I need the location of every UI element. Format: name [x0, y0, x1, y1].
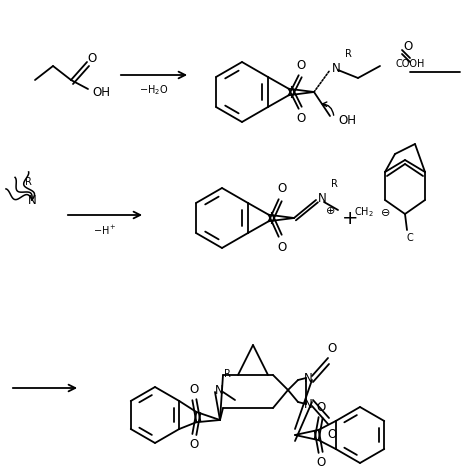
Text: N: N — [332, 62, 340, 74]
Text: O: O — [296, 112, 305, 125]
Text: COOH: COOH — [396, 59, 425, 69]
Text: O: O — [296, 59, 305, 72]
FancyArrowPatch shape — [322, 102, 334, 115]
Text: O: O — [277, 182, 286, 195]
Text: N: N — [215, 383, 223, 396]
Text: OH: OH — [92, 85, 110, 99]
Text: O: O — [87, 52, 97, 64]
Text: O: O — [190, 438, 199, 451]
Text: $-$H$^+$: $-$H$^+$ — [93, 223, 117, 237]
Text: O: O — [277, 241, 286, 254]
Text: N: N — [304, 372, 312, 384]
Text: O: O — [328, 428, 337, 440]
Text: R: R — [345, 49, 351, 59]
Text: O: O — [190, 383, 199, 396]
Text: N: N — [318, 191, 327, 204]
Text: CH$_2$: CH$_2$ — [354, 205, 374, 219]
Text: N: N — [304, 398, 312, 410]
Text: $\oplus$: $\oplus$ — [325, 204, 335, 216]
Text: O: O — [328, 341, 337, 355]
Text: OH: OH — [338, 113, 356, 127]
Text: R: R — [224, 369, 230, 379]
Text: $\ominus$: $\ominus$ — [380, 207, 390, 218]
Text: N: N — [27, 193, 36, 207]
Text: R: R — [330, 179, 337, 189]
Text: O: O — [316, 401, 325, 414]
Text: O: O — [316, 456, 325, 469]
Text: O: O — [403, 39, 413, 53]
Text: C: C — [407, 233, 413, 243]
Text: R: R — [25, 177, 31, 187]
Text: $-$H$_2$O: $-$H$_2$O — [139, 83, 169, 97]
Text: +: + — [342, 209, 358, 228]
